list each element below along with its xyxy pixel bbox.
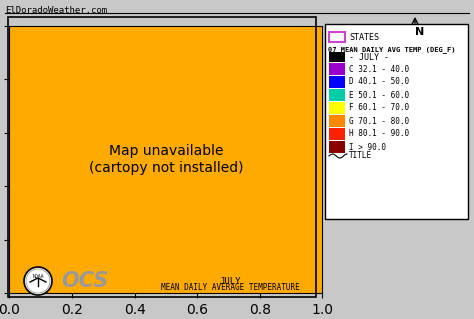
Text: 07 MEAN DAILY AVG TEMP (DEG_F): 07 MEAN DAILY AVG TEMP (DEG_F)	[328, 46, 456, 53]
Bar	[329, 102, 345, 114]
Bar	[325, 24, 468, 219]
Text: ElDoradoWeather.com: ElDoradoWeather.com	[5, 6, 107, 15]
Text: I > 90.0: I > 90.0	[349, 143, 386, 152]
Text: G 70.1 - 80.0: G 70.1 - 80.0	[349, 116, 409, 125]
Circle shape	[24, 267, 52, 295]
Bar	[329, 32, 345, 42]
Text: TITLE: TITLE	[349, 152, 372, 160]
Text: E 50.1 - 60.0: E 50.1 - 60.0	[349, 91, 409, 100]
Text: - JULY -: - JULY -	[349, 53, 389, 62]
Text: F 60.1 - 70.0: F 60.1 - 70.0	[349, 103, 409, 113]
Bar	[329, 128, 345, 140]
Bar	[329, 141, 345, 153]
Bar	[329, 63, 345, 75]
Bar	[329, 89, 345, 101]
Bar	[8, 17, 316, 297]
Text: C 32.1 - 40.0: C 32.1 - 40.0	[349, 64, 409, 73]
Text: OCS: OCS	[61, 271, 109, 291]
Bar	[329, 76, 345, 88]
Text: NOAA: NOAA	[32, 273, 44, 278]
Text: N: N	[415, 27, 425, 37]
Text: D 40.1 - 50.0: D 40.1 - 50.0	[349, 78, 409, 86]
Text: MEAN DAILY AVERAGE TEMPERATURE: MEAN DAILY AVERAGE TEMPERATURE	[161, 283, 300, 292]
Text: Map unavailable
(cartopy not installed): Map unavailable (cartopy not installed)	[89, 145, 243, 174]
Text: STATES: STATES	[349, 33, 379, 41]
Bar	[329, 52, 345, 62]
Text: H 80.1 - 90.0: H 80.1 - 90.0	[349, 130, 409, 138]
Bar	[329, 115, 345, 127]
Text: JULY: JULY	[219, 277, 241, 286]
